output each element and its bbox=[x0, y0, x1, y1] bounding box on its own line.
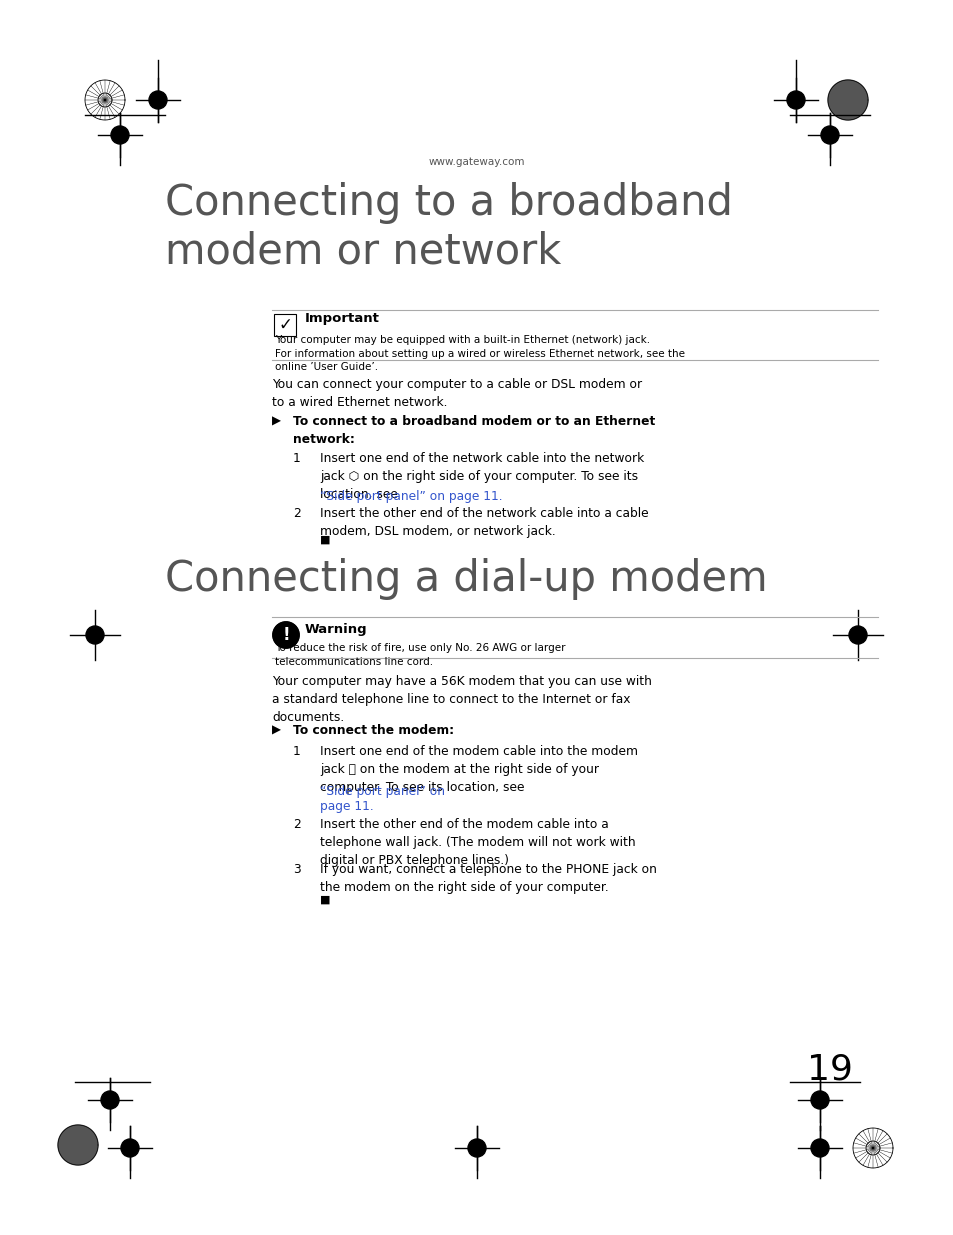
Text: Your computer may be equipped with a built-in Ethernet (network) jack.
For infor: Your computer may be equipped with a bui… bbox=[274, 335, 684, 372]
Text: Your computer may have a 56K modem that you can use with
a standard telephone li: Your computer may have a 56K modem that … bbox=[272, 676, 651, 724]
Circle shape bbox=[786, 91, 804, 109]
Circle shape bbox=[101, 1091, 119, 1109]
Text: ▶: ▶ bbox=[272, 724, 281, 737]
Text: page 11.: page 11. bbox=[319, 800, 374, 813]
Text: ■: ■ bbox=[319, 535, 330, 545]
Text: 19: 19 bbox=[806, 1053, 852, 1087]
Text: “Side port panel” on: “Side port panel” on bbox=[319, 785, 444, 798]
Text: ▶: ▶ bbox=[272, 415, 281, 429]
Text: www.gateway.com: www.gateway.com bbox=[428, 157, 525, 167]
Text: !: ! bbox=[282, 626, 290, 643]
Text: Insert one end of the modem cable into the modem
jack ⍐ on the modem at the righ: Insert one end of the modem cable into t… bbox=[319, 745, 638, 794]
Text: To reduce the risk of fire, use only No. 26 AWG or larger
telecommunications lin: To reduce the risk of fire, use only No.… bbox=[274, 643, 565, 667]
Text: Insert the other end of the modem cable into a
telephone wall jack. (The modem w: Insert the other end of the modem cable … bbox=[319, 818, 635, 867]
Polygon shape bbox=[58, 1125, 98, 1165]
Text: ✓: ✓ bbox=[277, 316, 292, 333]
Text: If you want, connect a telephone to the PHONE jack on
the modem on the right sid: If you want, connect a telephone to the … bbox=[319, 863, 657, 894]
Text: Connecting a dial-up modem: Connecting a dial-up modem bbox=[165, 558, 767, 600]
Text: “Side port panel” on page 11.: “Side port panel” on page 11. bbox=[319, 490, 502, 503]
Circle shape bbox=[121, 1139, 139, 1157]
FancyBboxPatch shape bbox=[274, 314, 295, 336]
Circle shape bbox=[848, 626, 866, 643]
Polygon shape bbox=[827, 80, 867, 120]
Circle shape bbox=[810, 1139, 828, 1157]
Circle shape bbox=[810, 1091, 828, 1109]
Circle shape bbox=[468, 1139, 485, 1157]
Text: Insert the other end of the network cable into a cable
modem, DSL modem, or netw: Insert the other end of the network cabl… bbox=[319, 508, 648, 538]
Text: Connecting to a broadband
modem or network: Connecting to a broadband modem or netwo… bbox=[165, 182, 732, 273]
Text: Warning: Warning bbox=[305, 622, 367, 636]
Text: Important: Important bbox=[305, 311, 379, 325]
Text: 2: 2 bbox=[293, 818, 300, 831]
Text: To connect to a broadband modem or to an Ethernet
network:: To connect to a broadband modem or to an… bbox=[293, 415, 655, 446]
Circle shape bbox=[86, 626, 104, 643]
Circle shape bbox=[111, 126, 129, 144]
Circle shape bbox=[821, 126, 838, 144]
Text: 1: 1 bbox=[293, 745, 300, 758]
Text: 1: 1 bbox=[293, 452, 300, 466]
Circle shape bbox=[149, 91, 167, 109]
Text: 2: 2 bbox=[293, 508, 300, 520]
Text: ■: ■ bbox=[319, 895, 330, 905]
Text: You can connect your computer to a cable or DSL modem or
to a wired Ethernet net: You can connect your computer to a cable… bbox=[272, 378, 641, 409]
Text: To connect the modem:: To connect the modem: bbox=[293, 724, 454, 737]
Text: 3: 3 bbox=[293, 863, 300, 876]
Text: Insert one end of the network cable into the network
jack ⬡ on the right side of: Insert one end of the network cable into… bbox=[319, 452, 643, 501]
Circle shape bbox=[273, 622, 298, 648]
